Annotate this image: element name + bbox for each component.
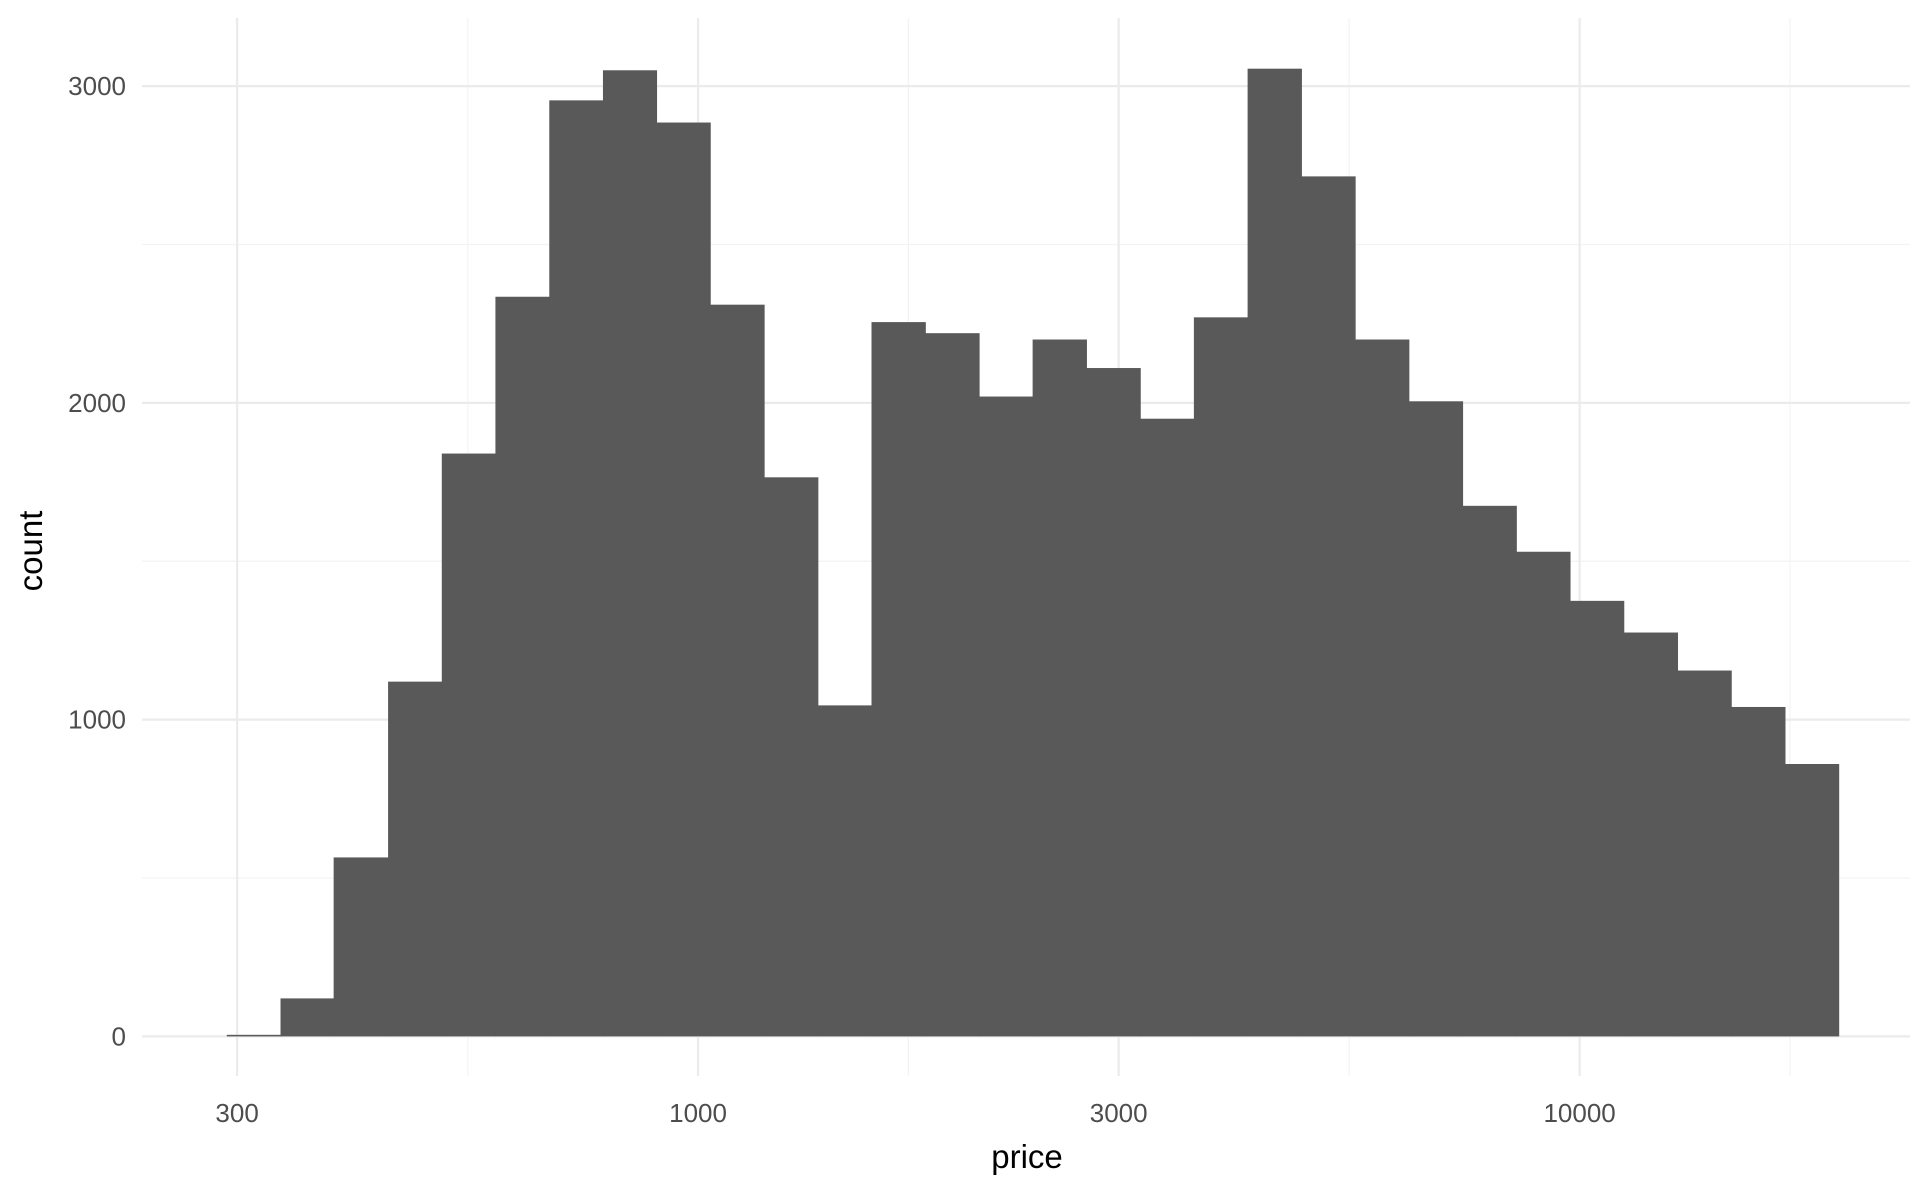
histogram-bar (388, 681, 443, 1037)
histogram-bar (1355, 339, 1410, 1037)
histogram-bar (1623, 632, 1679, 1037)
histogram-bar (226, 1034, 282, 1037)
y-tick-label: 1000 (68, 705, 126, 735)
histogram-bar (1784, 763, 1840, 1037)
y-axis-tick-labels: 0 1000 2000 3000 (68, 71, 126, 1051)
histogram-bar (1086, 368, 1141, 1037)
y-tick-label: 2000 (68, 388, 126, 418)
y-tick-label: 3000 (68, 71, 126, 101)
x-tick-label: 3000 (1090, 1098, 1148, 1128)
x-tick-label: 10000 (1543, 1098, 1615, 1128)
histogram-bar (1301, 176, 1356, 1037)
histogram-bar (710, 304, 765, 1037)
y-axis-title: count (12, 511, 49, 592)
histogram-bar (1731, 706, 1786, 1037)
x-tick-label: 1000 (669, 1098, 727, 1128)
histogram-bar (549, 100, 604, 1037)
x-axis-tick-labels: 300 1000 3000 10000 (215, 1098, 1615, 1128)
histogram-bar (1408, 401, 1464, 1037)
histogram-bar (495, 296, 550, 1037)
histogram-bar (1140, 418, 1195, 1037)
histogram-bar (1032, 339, 1087, 1037)
x-tick-label: 300 (215, 1098, 258, 1128)
histogram-bar (871, 322, 926, 1037)
histogram-bar (979, 396, 1034, 1037)
histogram-bar (1569, 600, 1625, 1037)
histogram-bar (1516, 551, 1571, 1037)
histogram-bar (764, 477, 819, 1037)
histogram-bar (1247, 68, 1302, 1037)
histogram-bars (226, 68, 1840, 1037)
histogram-bar (817, 705, 873, 1037)
histogram-bar (656, 122, 711, 1037)
histogram-bar (280, 998, 335, 1037)
histogram-bar (1677, 670, 1732, 1037)
histogram-bar (333, 857, 389, 1037)
x-axis-title: price (991, 1138, 1063, 1175)
y-tick-label: 0 (112, 1021, 126, 1051)
histogram-bar (602, 70, 658, 1037)
histogram-bar (1462, 505, 1517, 1037)
histogram-bar (925, 333, 980, 1037)
histogram-bar (1193, 317, 1249, 1037)
histogram-bar (441, 453, 497, 1037)
